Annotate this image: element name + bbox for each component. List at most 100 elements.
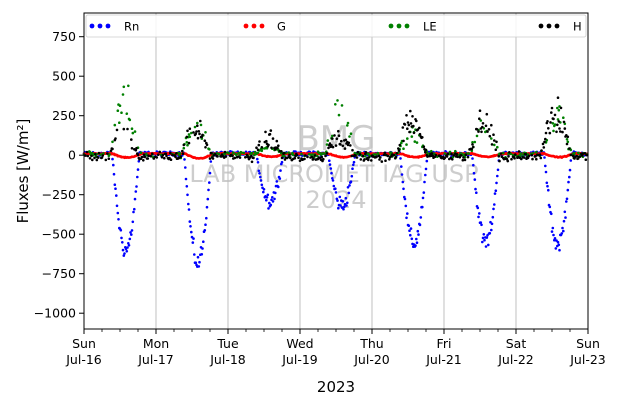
point-rn (480, 223, 483, 227)
point-rn (127, 242, 130, 245)
point-rn (424, 167, 428, 171)
point-h (514, 153, 517, 156)
point-rn (273, 197, 276, 201)
point-le (232, 151, 235, 154)
point-h (471, 143, 474, 146)
point-le (337, 113, 341, 117)
point-rn (187, 202, 190, 206)
point-le (256, 151, 260, 155)
point-rn (342, 207, 345, 211)
point-h (451, 158, 454, 161)
point-h (174, 155, 177, 159)
point-h (192, 131, 195, 134)
point-rn (266, 193, 270, 197)
point-rn (399, 157, 402, 160)
point-rn (183, 158, 186, 161)
x-tick-label: Jul-19 (281, 352, 318, 367)
point-rn (134, 190, 138, 193)
y-tick-label: −250 (42, 187, 76, 202)
point-rn (408, 229, 411, 232)
point-h (401, 126, 405, 129)
point-h (130, 147, 134, 150)
point-rn (495, 181, 498, 185)
point-h (566, 135, 570, 139)
point-h (364, 151, 368, 154)
point-rn (259, 179, 263, 182)
x-tick-label: Jul-21 (425, 352, 462, 367)
point-h (344, 138, 348, 142)
point-rn (271, 196, 274, 199)
point-h (289, 156, 292, 160)
point-rn (129, 231, 132, 234)
point-h (470, 147, 474, 151)
point-le (196, 121, 199, 125)
point-h (161, 153, 165, 157)
point-rn (265, 198, 268, 202)
point-h (430, 152, 434, 155)
point-h (378, 158, 381, 161)
point-rn (423, 180, 426, 184)
point-h (408, 130, 411, 134)
point-h (358, 153, 362, 156)
point-h (409, 109, 412, 113)
point-le (111, 140, 114, 144)
point-h (531, 157, 534, 161)
point-rn (478, 212, 481, 215)
point-h (265, 139, 268, 143)
point-le (406, 137, 409, 140)
point-le (346, 121, 350, 125)
point-le (413, 140, 417, 143)
point-h (395, 152, 399, 155)
x-tick-day: Thu (359, 336, 383, 351)
point-h (452, 154, 456, 157)
point-h (158, 150, 162, 154)
point-le (349, 132, 353, 135)
point-h (201, 133, 204, 137)
point-rn (558, 248, 561, 252)
point-h (424, 148, 428, 152)
point-rn (482, 233, 486, 236)
point-rn (552, 233, 555, 237)
point-le (405, 143, 408, 146)
point-rn (130, 229, 134, 232)
point-h (95, 158, 99, 162)
point-rn (258, 172, 261, 175)
x-tick-label: Jul-23 (569, 352, 606, 367)
point-h (478, 109, 482, 112)
point-h (312, 157, 315, 160)
point-h (359, 158, 363, 161)
point-rn (265, 196, 269, 199)
point-rn (189, 225, 192, 228)
point-rn (339, 204, 342, 207)
point-h (97, 151, 101, 155)
watermark-line-2: LAB MICROMET IAG USP (189, 160, 478, 188)
point-h (197, 130, 201, 133)
point-rn (348, 184, 351, 187)
point-h (575, 154, 579, 158)
point-rn (485, 236, 489, 239)
point-h (499, 152, 503, 155)
point-h (111, 147, 114, 151)
point-h (211, 157, 215, 160)
point-rn (202, 240, 205, 243)
point-rn (112, 163, 115, 167)
point-h (142, 159, 145, 162)
point-le (311, 153, 315, 156)
point-h (122, 127, 126, 131)
point-rn (472, 171, 476, 175)
point-h (367, 158, 370, 162)
point-h (337, 134, 341, 137)
point-rn (191, 241, 195, 244)
point-rn (257, 169, 261, 173)
point-h (383, 151, 387, 155)
point-h (194, 132, 198, 135)
point-h (182, 143, 186, 147)
point-h (370, 159, 373, 162)
watermark: BMG LAB MICROMET IAG USP 2024 (189, 119, 478, 214)
point-le (242, 151, 246, 155)
point-le (122, 85, 126, 89)
point-h (269, 129, 273, 132)
point-rn (193, 253, 196, 256)
point-rn (201, 247, 204, 250)
point-h (550, 106, 554, 110)
